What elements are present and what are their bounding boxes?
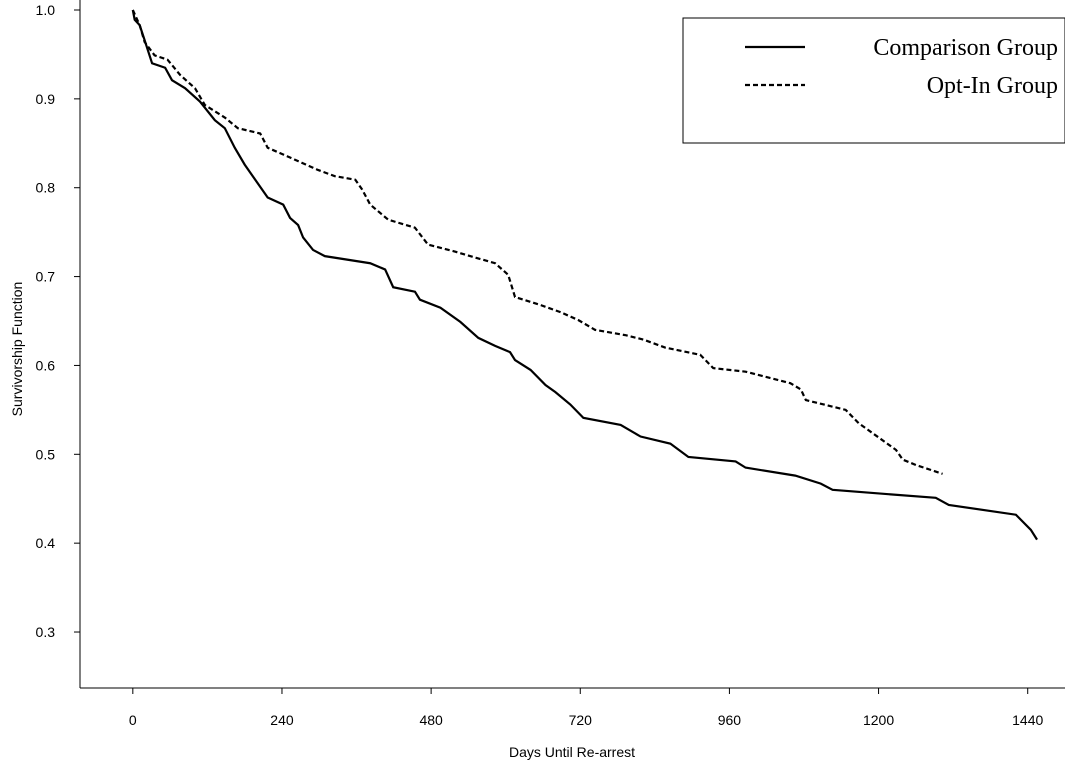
y-tick-label: 0.5 [36,446,56,462]
y-tick-label: 0.3 [36,624,56,640]
y-axis-label: Survivorship Function [9,282,25,417]
x-tick-label: 960 [718,712,742,728]
legend-label: Opt-In Group [927,73,1058,99]
y-tick-label: 0.4 [36,535,56,551]
y-tick-label: 1.0 [36,2,56,18]
x-tick-label: 240 [270,712,294,728]
x-axis-label: Days Until Re-arrest [509,744,635,760]
legend-box [682,17,1065,144]
x-tick-label: 720 [569,712,593,728]
y-tick-label: 0.6 [36,357,56,373]
series-line [131,9,1038,541]
x-tick-label: 1200 [863,712,894,728]
y-tick-label: 0.9 [36,91,56,107]
x-tick-label: 0 [129,712,137,728]
x-tick-label: 480 [419,712,443,728]
x-tick-label: 1440 [1012,712,1043,728]
series-line [131,9,943,475]
y-tick-label: 0.7 [36,269,56,285]
y-tick-label: 0.8 [36,180,56,196]
legend-label: Comparison Group [873,35,1058,61]
